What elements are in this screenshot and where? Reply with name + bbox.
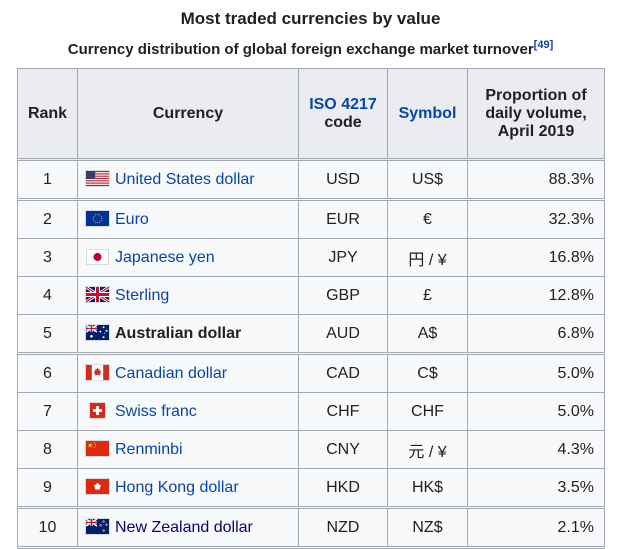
proportion-cell: 5.0%	[467, 353, 605, 393]
table-row: 5 Australian dollar AUD A$ 6.8%	[17, 314, 605, 355]
reference-link[interactable]: [49]	[533, 39, 554, 51]
rank-cell: 8	[17, 430, 78, 469]
iso-code-cell: CAD	[298, 353, 388, 393]
symbol-cell: 元 / ¥	[387, 430, 468, 469]
rank-cell: 3	[17, 238, 78, 277]
iso-code-cell: EUR	[298, 199, 388, 239]
table-caption: Currency distribution of global foreign …	[17, 39, 604, 58]
symbol-cell: 円 / ¥	[387, 238, 468, 277]
symbol-cell: C$	[387, 353, 468, 393]
japan-flag-icon[interactable]	[86, 249, 109, 264]
currency-link[interactable]: United States dollar	[115, 170, 255, 188]
hongkong-flag-icon[interactable]	[86, 478, 109, 494]
symbol-cell: A$	[387, 314, 468, 355]
rank-cell: 4	[17, 276, 78, 315]
table-row: 7 Swiss franc CHF CHF 5.0%	[17, 392, 605, 431]
newzealand-flag-icon[interactable]	[86, 518, 109, 534]
currency-link[interactable]: Euro	[115, 210, 149, 228]
article-table-section: Most traded currencies by value Currency…	[17, 9, 605, 549]
currency-header: Currency	[77, 68, 299, 161]
currency-link[interactable]: Japanese yen	[115, 248, 215, 266]
page-title: Most traded currencies by value	[180, 9, 441, 28]
australia-flag-icon[interactable]	[86, 324, 109, 340]
proportion-cell: 16.8%	[467, 238, 605, 277]
currency-link[interactable]: Swiss franc	[115, 402, 197, 420]
table-row: 9 Hong Kong dollar HKD HK$ 3.5%	[17, 468, 605, 509]
iso-code-label: code	[324, 113, 362, 131]
proportion-cell: 12.8%	[467, 276, 605, 315]
iso-code-cell: NZD	[298, 507, 388, 549]
symbol-cell: CHF	[387, 392, 468, 431]
table-row: 4 Sterling GBP £ 12.8%	[17, 276, 605, 315]
currency-cell: Renminbi	[77, 430, 299, 469]
currency-cell: Euro	[77, 199, 299, 239]
rank-header: Rank	[17, 68, 78, 161]
currencies-table: Rank Currency ISO 4217 code Symbol Propo…	[17, 68, 605, 549]
caption-text: Currency distribution of global foreign …	[67, 41, 534, 58]
iso-code-cell: HKD	[298, 468, 388, 509]
symbol-cell: €	[387, 199, 468, 239]
symbol-cell: NZ$	[387, 507, 468, 549]
table-row: 2 Euro EUR € 32.3%	[17, 199, 605, 239]
currency-cell: Canadian dollar	[77, 353, 299, 393]
iso-4217-link[interactable]: ISO 4217	[309, 95, 377, 113]
rank-cell: 6	[17, 353, 78, 393]
rank-cell: 10	[17, 507, 78, 549]
iso-code-cell: CNY	[298, 430, 388, 469]
proportion-cell: 2.1%	[467, 507, 605, 549]
header-row: Rank Currency ISO 4217 code Symbol Propo…	[17, 68, 605, 161]
currency-cell: Sterling	[77, 276, 299, 315]
us-flag-icon[interactable]	[86, 170, 109, 186]
proportion-cell: 5.0%	[467, 392, 605, 431]
symbol-cell: US$	[387, 159, 468, 201]
proportion-cell: 6.8%	[467, 314, 605, 355]
rank-cell: 1	[17, 159, 78, 201]
currency-link[interactable]: Sterling	[115, 286, 170, 304]
uk-flag-icon[interactable]	[86, 286, 109, 302]
currency-cell: Swiss franc	[77, 392, 299, 431]
currency-link[interactable]: Hong Kong dollar	[115, 478, 239, 496]
iso-code-cell: GBP	[298, 276, 388, 315]
currency-cell: New Zealand dollar	[77, 507, 299, 549]
iso-code-header: ISO 4217 code	[298, 68, 388, 161]
china-flag-icon[interactable]	[86, 440, 109, 456]
rank-cell: 2	[17, 199, 78, 239]
iso-code-cell: AUD	[298, 314, 388, 355]
currency-selflink: Australian dollar	[115, 324, 242, 342]
proportion-cell: 88.3%	[467, 159, 605, 201]
proportion-cell: 32.3%	[467, 199, 605, 239]
symbol-cell: HK$	[387, 468, 468, 509]
rank-cell: 9	[17, 468, 78, 509]
rank-cell: 7	[17, 392, 78, 431]
table-row: 6 Canadian dollar CAD C$ 5.0%	[17, 353, 605, 393]
eu-flag-icon[interactable]	[86, 210, 109, 226]
table-row: 8 Renminbi CNY 元 / ¥ 4.3%	[17, 430, 605, 469]
currency-cell: Japanese yen	[77, 238, 299, 277]
currency-link[interactable]: Canadian dollar	[115, 364, 228, 382]
currency-link[interactable]: New Zealand dollar	[115, 518, 253, 536]
canada-flag-icon[interactable]	[86, 364, 109, 380]
rank-cell: 5	[17, 314, 78, 355]
iso-code-cell: CHF	[298, 392, 388, 431]
currency-cell: United States dollar	[77, 159, 299, 201]
switzerland-flag-icon[interactable]	[86, 402, 109, 418]
table-row: 10 New Zealand dollar NZD NZ$ 2.1%	[17, 507, 605, 549]
iso-code-cell: JPY	[298, 238, 388, 277]
table-row: 1 United States dollar USD US$ 88.3%	[17, 159, 605, 201]
symbol-header: Symbol	[387, 68, 468, 161]
proportion-header: Proportion of daily volume, April 2019	[467, 68, 605, 161]
proportion-cell: 4.3%	[467, 430, 605, 469]
symbol-cell: £	[387, 276, 468, 315]
table-row: 3 Japanese yen JPY 円 / ¥ 16.8%	[17, 238, 605, 277]
currency-cell: Australian dollar	[77, 314, 299, 355]
symbol-link[interactable]: Symbol	[398, 104, 457, 122]
currency-link[interactable]: Renminbi	[115, 440, 183, 458]
proportion-cell: 3.5%	[467, 468, 605, 509]
iso-code-cell: USD	[298, 159, 388, 201]
currency-cell: Hong Kong dollar	[77, 468, 299, 509]
